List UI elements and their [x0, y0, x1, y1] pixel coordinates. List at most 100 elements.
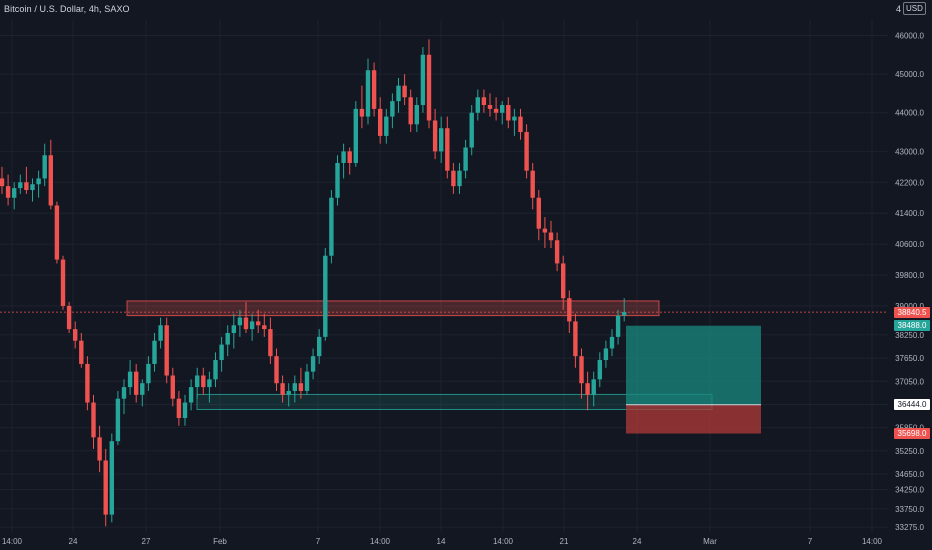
candle-body — [597, 360, 602, 380]
price-tick-label: 37650.0 — [895, 354, 924, 363]
candle-body — [371, 70, 377, 109]
candle-body — [121, 387, 127, 399]
candle-body — [134, 371, 139, 395]
candle-body — [622, 312, 627, 316]
candle-body — [512, 116, 517, 121]
price-axis[interactable]: 46000.0 45000.0 44000.0 43000.0 42200.0 41400… — [895, 31, 924, 532]
candle-body — [79, 340, 84, 364]
candle-body — [506, 105, 511, 121]
price-tick-label: 40600.0 — [895, 240, 924, 249]
candle-body — [408, 97, 413, 125]
time-tick-label: 14:00 — [862, 537, 883, 546]
candle-body — [457, 170, 462, 187]
candle-body — [97, 437, 102, 461]
price-tick-label: 34250.0 — [895, 485, 924, 494]
candle-body — [469, 112, 474, 148]
price-tick-label: 33275.0 — [895, 523, 924, 532]
candle-body — [280, 383, 285, 395]
candle-body — [603, 348, 609, 361]
current-price-tag: 38840.5 — [894, 306, 930, 318]
candle-body — [317, 336, 322, 357]
candle-body — [188, 387, 194, 403]
time-tick-label: 14:00 — [493, 537, 514, 546]
candle-body — [48, 155, 53, 206]
candle-body — [365, 70, 371, 117]
candle-body — [390, 101, 395, 117]
price-tick-label: 42200.0 — [895, 178, 924, 187]
candle-body — [5, 186, 11, 198]
candle-body — [573, 321, 578, 357]
entry-price-tag: 36444.0 — [894, 399, 930, 411]
price-tick-label: 45000.0 — [895, 70, 924, 79]
currency-selector[interactable]: 4 USD — [896, 2, 926, 15]
candle-body — [213, 360, 218, 380]
candle-body — [249, 321, 255, 330]
candle-body — [536, 197, 541, 229]
candle-body — [445, 128, 450, 171]
chart-zones — [126, 300, 713, 411]
time-tick-label: 14:00 — [2, 537, 23, 546]
time-tick-label: 14 — [437, 537, 446, 546]
time-tick-label: 27 — [142, 537, 151, 546]
candle-body — [207, 379, 212, 388]
candle-body — [420, 54, 426, 106]
candle-body — [66, 305, 72, 330]
candle-body — [12, 188, 17, 198]
candle-body — [60, 259, 66, 306]
candle-body — [487, 105, 493, 109]
candle-body — [493, 108, 499, 113]
currency-prefix: 4 — [896, 3, 902, 14]
candle-body — [591, 379, 596, 395]
time-axis[interactable]: 14:00 24 27 Feb 7 14:00 14 14:00 21 24 Mar 7 14:00 — [2, 537, 883, 546]
candle-body — [164, 325, 169, 376]
loss-area — [626, 404, 761, 434]
time-tick-label: 21 — [560, 537, 569, 546]
candle-body — [42, 155, 47, 179]
chart-grid — [0, 20, 888, 532]
candle-body — [24, 182, 29, 191]
candle-body — [182, 402, 188, 419]
candle-body — [274, 356, 279, 384]
candle-body — [0, 178, 5, 187]
candle-body — [225, 332, 230, 345]
candle-body — [567, 298, 572, 322]
candle-body — [170, 375, 175, 399]
candle-body — [341, 151, 346, 163]
take-profit-price-tag: 38488.0 — [894, 320, 930, 332]
price-tick-label: 39800.0 — [895, 271, 924, 280]
candle-body — [152, 340, 157, 364]
candle-body — [414, 105, 419, 125]
price-tick-label: 41400.0 — [895, 209, 924, 218]
candle-body — [127, 371, 133, 388]
candle-body — [609, 336, 615, 349]
candle-body — [146, 363, 151, 384]
candle-body — [73, 329, 78, 341]
candle-body — [579, 356, 584, 384]
candle-body — [286, 390, 291, 395]
candle-body — [402, 85, 407, 98]
price-tick-label: 37050.0 — [895, 377, 924, 386]
candle-body — [91, 402, 96, 438]
time-tick-label: Mar — [703, 537, 717, 546]
price-tick-label: 44000.0 — [895, 109, 924, 118]
candle-body — [347, 151, 352, 163]
time-tick-label: Feb — [213, 537, 227, 546]
long-position-tool[interactable] — [626, 325, 761, 434]
candle-body — [359, 108, 365, 117]
candle-body — [256, 321, 261, 326]
candle-body — [237, 317, 243, 326]
candle-body — [524, 132, 529, 171]
candle-body — [475, 97, 480, 113]
time-tick-label: 24 — [633, 537, 642, 546]
candle-body — [548, 232, 554, 241]
price-tick-label: 38250.0 — [895, 331, 924, 340]
candle-body — [384, 116, 389, 136]
candle-body — [463, 147, 468, 171]
candle-body — [378, 108, 383, 136]
candle-body — [481, 97, 487, 106]
candle-body — [451, 170, 456, 187]
candle-body — [109, 441, 114, 515]
time-tick-label: 7 — [808, 537, 813, 546]
candle-body — [176, 398, 182, 419]
